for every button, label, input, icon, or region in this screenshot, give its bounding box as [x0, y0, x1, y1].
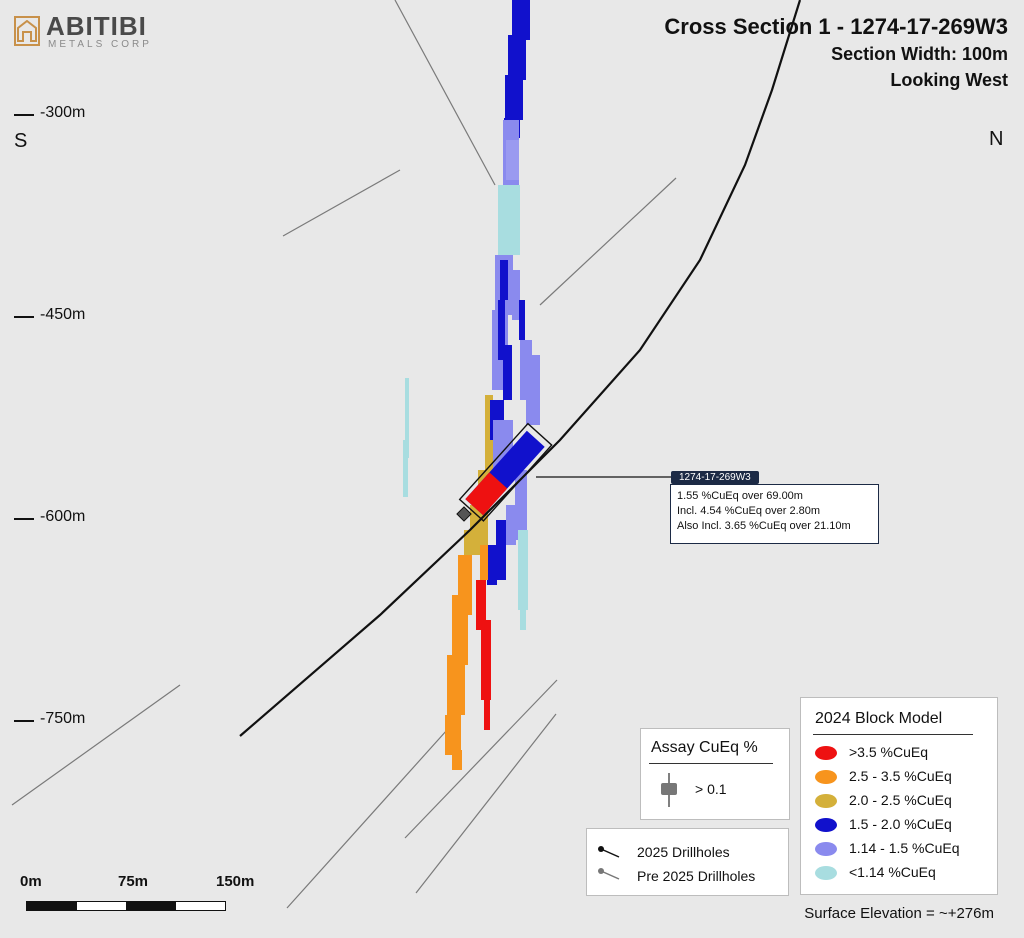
legend-divider — [813, 734, 973, 735]
scale-label: 0m — [20, 873, 42, 890]
elevation-label: -450m — [40, 306, 86, 323]
callout-line-1: 1.55 %CuEq over 69.00m — [677, 490, 803, 502]
assay-marker-icon — [661, 773, 677, 807]
legend-item: 1.14 - 1.5 %CuEq — [815, 840, 960, 857]
legend-divider — [649, 763, 773, 764]
elevation-label: -750m — [40, 710, 86, 727]
drillhole-legend-icons — [598, 846, 620, 880]
legend-item: 2.5 - 3.5 %CuEq — [815, 768, 952, 785]
scale-bar — [26, 901, 226, 911]
legend-item: >3.5 %CuEq — [815, 744, 928, 761]
legend-item: 2.0 - 2.5 %CuEq — [815, 792, 952, 809]
elevation-tick — [14, 720, 34, 722]
elevation-label: -600m — [40, 508, 86, 525]
scale-label: 150m — [216, 873, 255, 890]
direction-north: N — [989, 128, 1004, 150]
assay-callout: 1.55 %CuEq over 69.00m Incl. 4.54 %CuEq … — [670, 484, 879, 544]
company-subtitle: METALS CORP — [48, 39, 152, 50]
assay-legend: Assay CuEq % > 0.1 — [640, 728, 790, 820]
assay-legend-item: > 0.1 — [695, 781, 727, 797]
block-model-legend-title: 2024 Block Model — [815, 710, 943, 727]
orange-swatch-icon — [815, 770, 837, 785]
assay-intercept-cylinder — [458, 422, 553, 522]
drillhole-tag: 1274-17-269W3 — [671, 471, 759, 484]
company-name: ABITIBI — [46, 11, 147, 41]
scale-label: 75m — [118, 873, 149, 890]
callout-line-2: Incl. 4.54 %CuEq over 2.80m — [677, 505, 821, 517]
elevation-tick — [14, 114, 34, 116]
assay-legend-title: Assay CuEq % — [651, 739, 758, 756]
pre-2025-drillholes — [11, 0, 677, 909]
elevation-tick — [14, 518, 34, 520]
section-view: Looking West — [890, 70, 1008, 90]
block-model-column — [403, 0, 540, 770]
drillhole-legend-current: 2025 Drillholes — [637, 844, 730, 860]
block-model-legend: 2024 Block Model >3.5 %CuEq 2.5 - 3.5 %C… — [800, 697, 998, 895]
gold-swatch-icon — [815, 794, 837, 809]
elevation-tick — [14, 316, 34, 318]
callout-line-3: Also Incl. 3.65 %CuEq over 21.10m — [677, 520, 851, 532]
section-title: Cross Section 1 - 1274-17-269W3 — [664, 14, 1008, 39]
section-width: Section Width: 100m — [831, 44, 1008, 64]
legend-item: <1.14 %CuEq — [815, 864, 936, 881]
drillhole-2025-trace — [239, 0, 802, 737]
drillhole-legend: 2025 Drillholes Pre 2025 Drillholes — [586, 828, 789, 896]
purple-swatch-icon — [815, 842, 837, 857]
blue-swatch-icon — [815, 818, 837, 833]
cyan-swatch-icon — [815, 866, 837, 881]
company-logo-icon — [14, 16, 40, 46]
elevation-label: -300m — [40, 104, 86, 121]
direction-south: S — [14, 130, 28, 152]
drillhole-legend-previous: Pre 2025 Drillholes — [637, 868, 756, 884]
red-swatch-icon — [815, 746, 837, 761]
assay-collar-marker — [456, 506, 472, 522]
legend-item: 1.5 - 2.0 %CuEq — [815, 816, 952, 833]
surface-elevation: Surface Elevation = ~+276m — [804, 905, 994, 922]
